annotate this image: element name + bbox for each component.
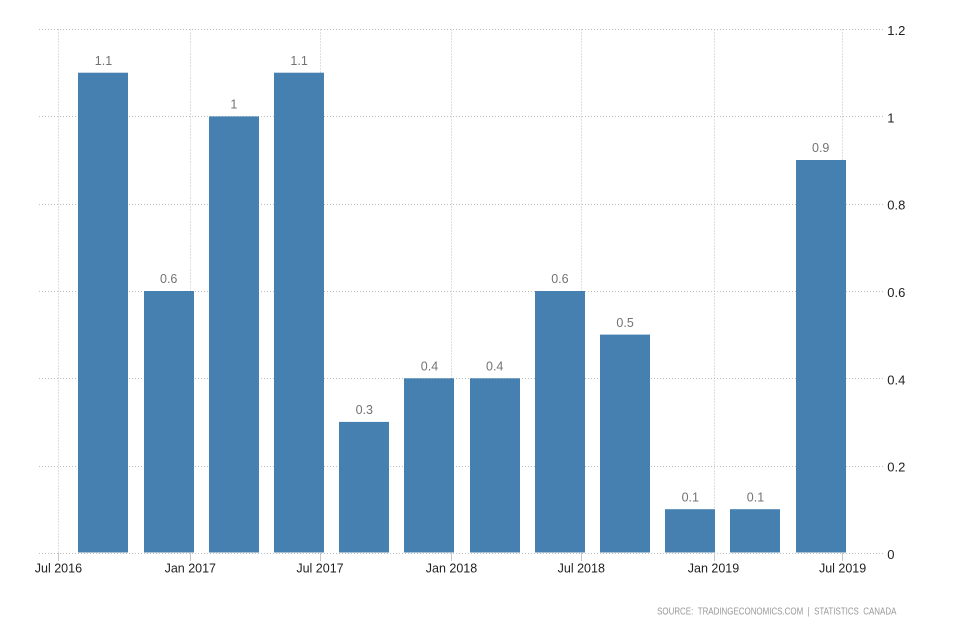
svg-text:Jul 2018: Jul 2018	[558, 562, 605, 576]
svg-text:0.6: 0.6	[887, 285, 905, 300]
svg-text:0.3: 0.3	[356, 403, 373, 417]
svg-text:1.1: 1.1	[95, 54, 112, 68]
svg-text:0: 0	[887, 547, 894, 562]
svg-text:Jul 2019: Jul 2019	[819, 562, 866, 576]
svg-text:0.6: 0.6	[160, 272, 177, 286]
svg-text:0.4: 0.4	[887, 372, 905, 387]
svg-text:Jan 2019: Jan 2019	[688, 562, 739, 576]
svg-text:Jan 2017: Jan 2017	[165, 562, 216, 576]
svg-text:1: 1	[230, 98, 237, 112]
svg-text:0.4: 0.4	[421, 360, 438, 374]
svg-text:0.8: 0.8	[887, 198, 905, 213]
svg-text:0.5: 0.5	[616, 316, 633, 330]
svg-text:0.1: 0.1	[682, 490, 699, 504]
svg-text:0.6: 0.6	[551, 272, 568, 286]
svg-text:1.1: 1.1	[290, 54, 307, 68]
svg-text:0.2: 0.2	[887, 460, 905, 475]
svg-text:Jul 2017: Jul 2017	[296, 562, 343, 576]
svg-text:0.4: 0.4	[486, 360, 503, 374]
svg-text:Jul 2016: Jul 2016	[35, 562, 82, 576]
svg-text:0.9: 0.9	[812, 141, 829, 155]
svg-text:1.2: 1.2	[887, 23, 905, 38]
svg-text:1: 1	[887, 110, 894, 125]
svg-text:0.1: 0.1	[747, 490, 764, 504]
svg-text:SOURCE: TRADINGECONOMICS.COM: SOURCE: TRADINGECONOMICS.COM | STATISTIC…	[657, 606, 897, 617]
svg-text:Jan 2018: Jan 2018	[426, 562, 477, 576]
